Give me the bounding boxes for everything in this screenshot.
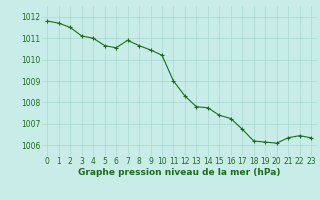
X-axis label: Graphe pression niveau de la mer (hPa): Graphe pression niveau de la mer (hPa)	[78, 168, 280, 177]
